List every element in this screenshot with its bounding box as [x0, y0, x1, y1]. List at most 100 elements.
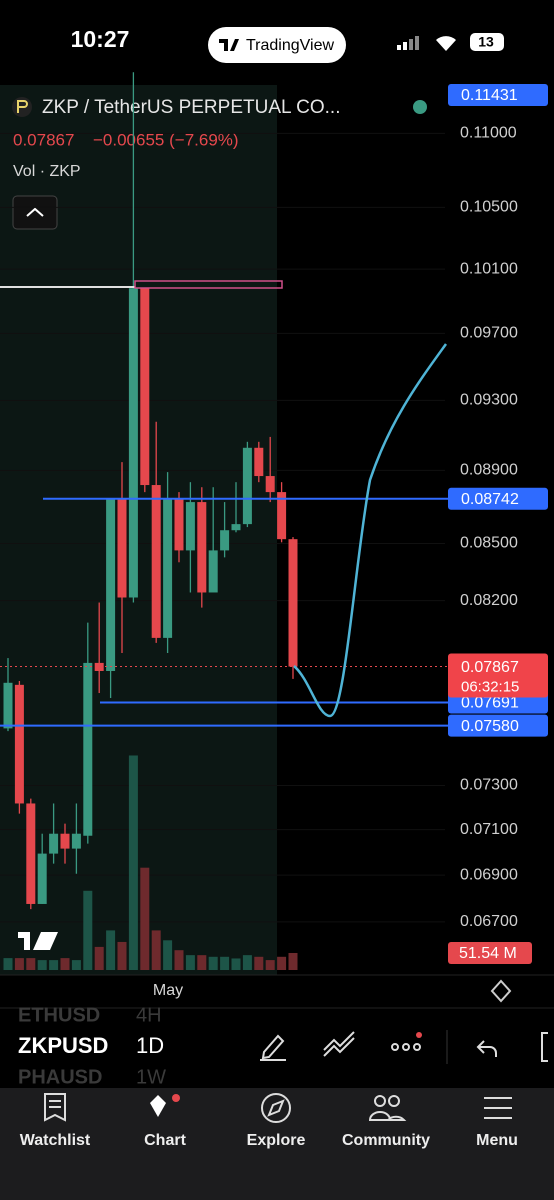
candle-body: [174, 498, 184, 551]
tab-label[interactable]: Community: [342, 1132, 430, 1149]
countdown: 06:32:15: [461, 679, 519, 696]
candle-body: [26, 803, 36, 904]
picker-interval[interactable]: 1W: [136, 1066, 166, 1088]
layout-tool[interactable]: [541, 1032, 548, 1062]
volume-bar: [37, 960, 47, 970]
level-label: 0.07580: [461, 718, 519, 735]
candle-body: [163, 498, 173, 638]
drawn-box: [134, 280, 283, 289]
x-axis-label: May: [153, 982, 183, 999]
candle-body: [288, 539, 298, 667]
candle-body: [151, 485, 161, 638]
candle-body: [231, 524, 241, 531]
level-label: 0.07691: [461, 695, 519, 712]
volume-bar: [197, 955, 207, 970]
y-tick-label: 0.11000: [460, 125, 517, 142]
high-label: 0.11431: [461, 87, 518, 104]
collapse-button[interactable]: [12, 195, 58, 230]
candle-body: [94, 662, 104, 671]
picker-symbol[interactable]: ZKPUSD: [18, 1033, 108, 1058]
picker-symbol[interactable]: PHAUSD: [18, 1066, 102, 1088]
volume-bar: [163, 940, 173, 970]
chart-icon: [150, 1095, 166, 1117]
candle-body: [3, 682, 13, 729]
volume-value-label: 51.54 M: [459, 945, 517, 962]
volume-bar: [231, 958, 241, 970]
tab-label[interactable]: Explore: [247, 1132, 306, 1149]
volume-bar: [254, 956, 264, 970]
picker-interval[interactable]: 4H: [136, 1004, 162, 1026]
volume-bar: [288, 952, 298, 970]
volume-bar: [208, 956, 218, 970]
candle-body: [220, 530, 230, 551]
volume-bar: [71, 960, 81, 970]
symbol-picker: ETHUSD 4H ZKPUSD 1D PHAUSD 1W: [18, 1004, 166, 1088]
draw-tool[interactable]: [260, 1034, 286, 1061]
volume-bar: [106, 930, 116, 970]
y-tick-label: 0.08200: [460, 592, 518, 609]
volume-label: Vol · ZKP: [13, 163, 81, 180]
projection-curve: [293, 343, 448, 718]
more-tools[interactable]: [391, 1043, 421, 1051]
y-tick-label: 0.07300: [460, 777, 518, 794]
volume-bar: [128, 755, 138, 970]
coin-glyph: [17, 100, 28, 113]
volume-bar: [60, 958, 70, 970]
app-pill: [208, 27, 346, 63]
live-dot: [413, 100, 427, 114]
explore-icon: [261, 1093, 291, 1123]
chart-badge: [172, 1094, 180, 1102]
candle-body: [60, 833, 70, 849]
volume-bar: [117, 941, 127, 970]
clock: 10:27: [71, 26, 130, 52]
signal: [397, 36, 419, 50]
symbol-title: ZKP / TetherUS PERPETUAL CO...: [42, 97, 340, 118]
volume-bar: [151, 930, 161, 970]
volume-bar: [265, 960, 275, 970]
trend-tool[interactable]: [323, 1031, 355, 1057]
candle-body: [117, 498, 127, 598]
y-tick-label: 0.09700: [460, 325, 518, 342]
tab-bar: [0, 1088, 554, 1200]
picker-interval[interactable]: 1D: [136, 1033, 164, 1058]
tab-label[interactable]: Watchlist: [20, 1132, 91, 1149]
highlight-range: [0, 85, 277, 975]
y-tick-label: 0.08900: [460, 462, 518, 479]
y-tick-label: 0.08500: [460, 535, 518, 552]
level-badge: [448, 714, 548, 737]
candle-body: [254, 447, 264, 477]
volume-bar: [3, 958, 13, 970]
candle-body: [197, 502, 207, 593]
tab-label[interactable]: Chart: [144, 1132, 186, 1149]
undo[interactable]: [476, 1040, 497, 1057]
volume-bar: [14, 958, 24, 970]
candle-body: [106, 498, 116, 671]
volume-bar: [242, 955, 252, 970]
settings-icon[interactable]: [490, 979, 512, 1003]
candle-body: [83, 662, 93, 836]
volume-bar: [26, 958, 36, 970]
y-tick-label: 0.10500: [460, 199, 518, 216]
menu-icon: [484, 1097, 512, 1119]
battery-level: 13: [478, 34, 494, 50]
candle-body: [265, 476, 275, 493]
community-icon: [368, 1095, 407, 1121]
candle-body: [128, 288, 138, 598]
candle-body: [185, 502, 195, 551]
volume-bar: [220, 956, 230, 970]
candle-body: [140, 288, 150, 486]
tv-watermark: [18, 932, 58, 950]
picker-symbol[interactable]: ETHUSD: [18, 1004, 100, 1026]
volume-bar: [49, 960, 59, 970]
volume-bar: [140, 867, 150, 970]
wifi: [436, 36, 456, 51]
tab-label[interactable]: Menu: [476, 1132, 518, 1149]
candle-body: [37, 853, 47, 904]
compass-needle: [267, 1099, 285, 1117]
high-badge: [448, 84, 548, 106]
y-tick-label: 0.09300: [460, 392, 518, 409]
candle-body: [14, 684, 24, 804]
last-price-label: 0.07867: [461, 659, 519, 676]
volume-bar: [277, 956, 287, 970]
header-price: 0.07867: [13, 130, 74, 149]
